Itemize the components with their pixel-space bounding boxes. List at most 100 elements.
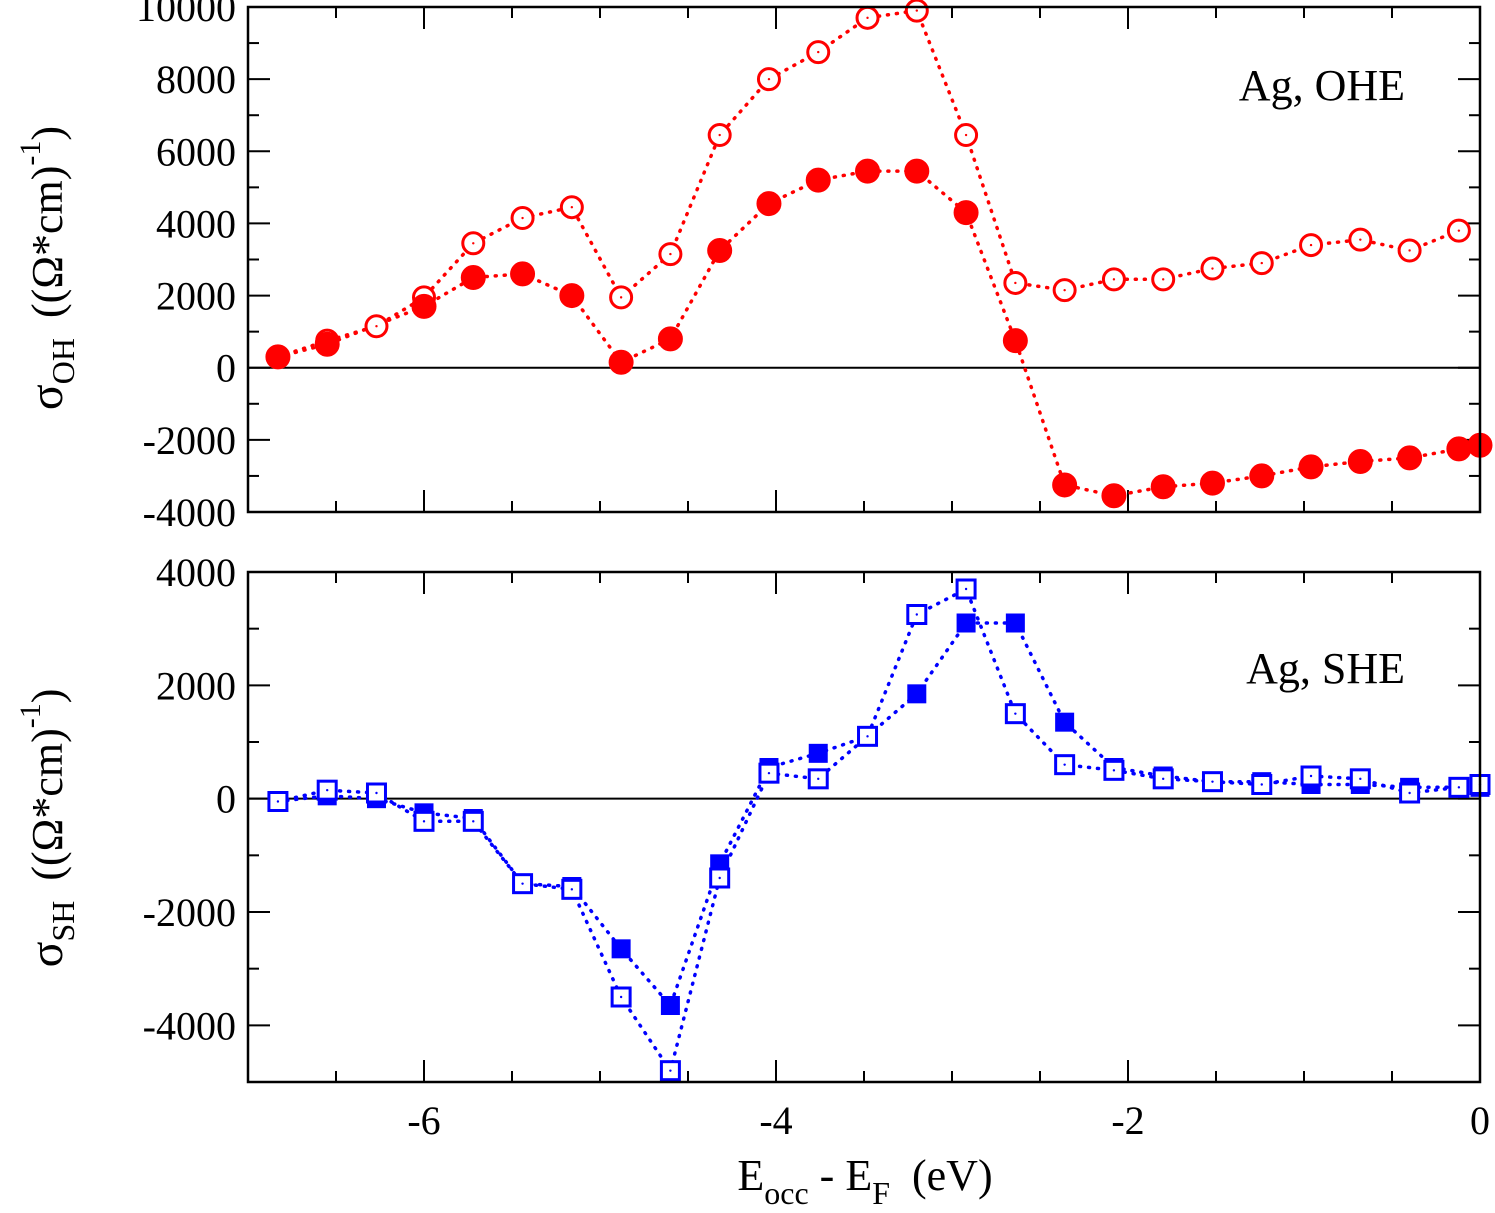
top-marker-center <box>1457 229 1461 232</box>
top-panel-ohe: -4000 -2000 0 2000 4000 6000 8000 10000 Ag, OHE… <box>14 0 1493 535</box>
top-marker-center <box>1260 261 1263 265</box>
xlabel-mid: - E <box>809 1151 873 1200</box>
x-tick-label: -6 <box>407 1098 440 1143</box>
bottom-y-tick-label: 4000 <box>156 550 236 595</box>
bottom-marker-center <box>472 820 475 823</box>
top-data-point-filled <box>1101 483 1127 509</box>
bottom-ylabel-symbol: σ <box>20 941 73 967</box>
bottom-marker-center <box>817 777 820 781</box>
bottom-data-point-filled <box>808 743 828 763</box>
bottom-plot-frame <box>246 570 1482 1084</box>
bottom-marker-center <box>570 888 574 891</box>
top-ylabel-symbol: σ <box>20 384 73 410</box>
bottom-data-point-filled <box>907 684 927 704</box>
x-tick-label: -2 <box>1111 1098 1144 1143</box>
top-data-point-filled <box>265 344 291 370</box>
top-y-tick-label: 2000 <box>156 274 236 319</box>
top-marker-center <box>1309 243 1313 247</box>
x-tick-labels: -6 -4 -2 0 <box>407 1098 1490 1143</box>
top-marker-center <box>866 16 869 20</box>
top-data-point-filled <box>904 158 930 184</box>
top-data-point-filled <box>953 200 979 226</box>
top-y-tick-label: -2000 <box>143 418 236 463</box>
x-tick-label: 0 <box>1470 1098 1490 1143</box>
top-marker-center <box>817 50 820 54</box>
top-y-tick-label: 6000 <box>156 129 236 174</box>
top-data-point-filled <box>855 158 881 184</box>
top-y-tick-label: -4000 <box>143 490 236 535</box>
top-marker-center <box>1014 281 1017 285</box>
bottom-ylabel-close: ) <box>23 689 72 704</box>
bottom-annotation: Ag, SHE <box>1246 644 1405 693</box>
bottom-y-tick-labels: -4000 -2000 0 2000 4000 <box>143 550 236 1048</box>
top-data-point-filled <box>510 261 536 287</box>
xlabel-sub-occ: occ <box>764 1175 808 1211</box>
bottom-data-point-filled <box>660 996 680 1015</box>
bottom-marker-center <box>1309 774 1313 778</box>
top-ylabel-units: ((Ω*cm) <box>23 166 72 318</box>
top-annotation: Ag, OHE <box>1239 61 1405 110</box>
top-marker-center <box>1211 267 1214 270</box>
top-y-tick-label: 10000 <box>136 0 236 30</box>
top-ylabel-sup: -1 <box>14 141 47 166</box>
bottom-data-point-filled <box>1005 613 1025 633</box>
bottom-y-tick-label: -2000 <box>143 890 236 935</box>
xlabel-main: E <box>737 1151 764 1200</box>
top-data-point-filled <box>707 237 733 263</box>
bottom-panel-she: -4000 -2000 0 2000 4000 -6 -4 -2 0 Ag, SHE σSH (… <box>14 550 1491 1211</box>
top-series-line-filled <box>276 169 1482 498</box>
bottom-marker-center <box>964 587 968 591</box>
bottom-y-axis-label: σSH ((Ω*cm)-1) <box>14 689 81 968</box>
bottom-marker-center <box>1112 769 1116 772</box>
top-marker-center <box>1162 278 1165 281</box>
top-data-point-filled <box>756 191 782 217</box>
top-marker-center <box>472 242 475 245</box>
bottom-marker-center <box>669 1069 672 1072</box>
top-data-point-filled <box>411 293 437 319</box>
top-data-point-filled <box>1249 463 1275 489</box>
top-data-point-filled <box>559 283 585 309</box>
bottom-marker-center <box>718 876 721 880</box>
x-axis-label: Eocc - EF (eV) <box>737 1151 992 1211</box>
top-data-point-filled <box>460 265 486 291</box>
bottom-ylabel-sub: SH <box>45 901 81 942</box>
bottom-marker-center <box>521 882 524 885</box>
top-marker-center <box>915 9 918 12</box>
top-marker-center <box>521 216 524 220</box>
top-data-point-filled <box>657 326 683 352</box>
top-plot-frame <box>246 5 1482 514</box>
bottom-data-point-filled <box>956 613 976 633</box>
bottom-marker-center <box>866 735 869 738</box>
bottom-data-point-filled <box>1055 712 1075 732</box>
top-marker-center <box>1112 278 1116 281</box>
xlabel-sub-f: F <box>872 1175 890 1211</box>
bottom-marker-center <box>375 791 378 795</box>
top-marker-center <box>767 77 771 81</box>
top-marker-center <box>375 325 378 328</box>
top-y-tick-label: 0 <box>216 346 236 391</box>
top-data-point-filled <box>314 331 340 357</box>
bottom-y-tick-label: -4000 <box>143 1003 236 1048</box>
top-ylabel-close: ) <box>23 126 72 141</box>
top-marker-center <box>718 133 721 137</box>
top-marker-center <box>1408 249 1411 252</box>
bottom-marker-center <box>422 820 426 823</box>
top-marker-center <box>964 133 968 137</box>
top-data-point-filled <box>1150 474 1176 500</box>
top-data-point-filled <box>1397 445 1423 471</box>
top-y-tick-label: 8000 <box>156 57 236 102</box>
top-marker-center <box>619 296 623 299</box>
top-data-point-filled <box>1347 449 1373 474</box>
bottom-marker-center <box>1457 786 1461 789</box>
xlabel-units: (eV) <box>912 1151 993 1200</box>
top-marker-center <box>570 205 574 209</box>
bottom-marker-center <box>1211 780 1214 783</box>
top-data-point-filled <box>1298 454 1324 480</box>
top-data-point-filled <box>1052 472 1078 498</box>
top-ylabel-sub: OH <box>45 338 81 384</box>
bottom-marker-center <box>1260 783 1263 786</box>
bottom-marker-center <box>1408 791 1411 795</box>
bottom-marker-center <box>276 800 280 803</box>
bottom-marker-center <box>767 771 771 775</box>
bottom-marker-center <box>1014 712 1017 715</box>
